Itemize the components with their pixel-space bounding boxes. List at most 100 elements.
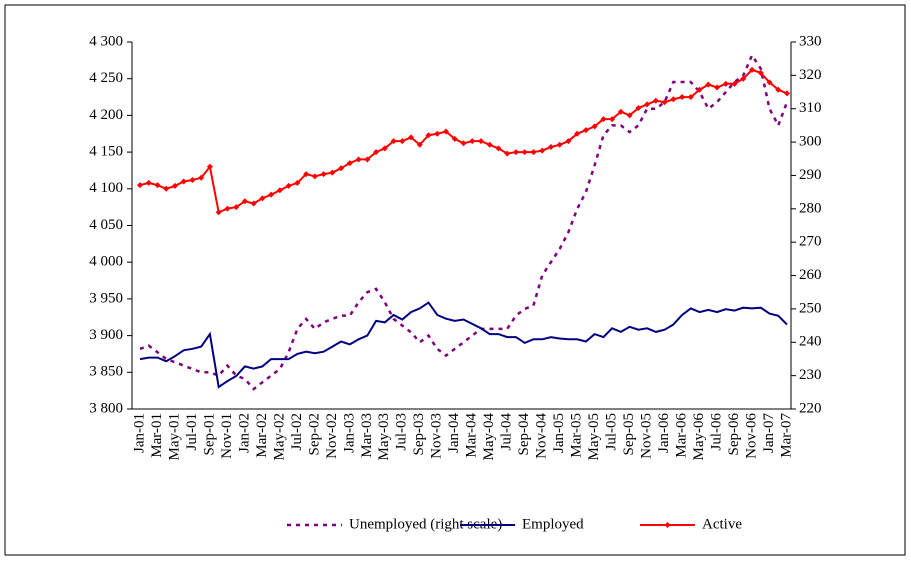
x-tick-label: Jan-03 [341, 413, 357, 453]
x-tick-label: Mar-02 [254, 413, 270, 458]
point-marker [233, 204, 240, 211]
point-marker [381, 145, 388, 152]
point-marker [521, 149, 528, 156]
point-marker [477, 138, 484, 145]
x-tick-label: Nov-05 [639, 413, 655, 459]
x-tick-label: May-06 [691, 413, 707, 461]
legend-label: Unemployed (right scale) [349, 516, 502, 532]
point-marker [276, 187, 283, 194]
x-tick-label: Sep-01 [201, 413, 217, 456]
x-tick-label: May-01 [166, 413, 182, 461]
x-tick-label: Sep-06 [726, 413, 742, 456]
point-marker [722, 80, 729, 87]
y-tick-label: 4 050 [89, 217, 123, 233]
y-tick-label: 4 100 [89, 180, 123, 196]
x-tick-label: Mar-05 [569, 413, 585, 458]
y2-tick-label: 290 [799, 167, 822, 183]
point-marker [609, 116, 616, 123]
x-tick-label: Sep-02 [306, 413, 322, 456]
x-tick-label: Jan-04 [446, 413, 462, 453]
x-tick-label: Nov-02 [324, 413, 340, 459]
series-line [139, 52, 789, 391]
point-marker [469, 138, 476, 145]
y2-tick-label: 280 [799, 200, 822, 216]
chart-frame [4, 4, 906, 556]
point-marker [495, 145, 502, 152]
x-tick-label: May-04 [481, 413, 497, 461]
point-marker [163, 185, 170, 192]
point-marker [539, 147, 546, 154]
point-marker [338, 165, 345, 172]
x-tick-label: Mar-04 [464, 413, 480, 458]
y2-tick-label: 320 [799, 67, 822, 83]
point-marker [696, 86, 703, 93]
legend-label: Active [702, 516, 742, 532]
point-marker [626, 112, 633, 119]
x-tick-label: Jan-07 [761, 413, 777, 453]
x-tick-label: Jan-02 [236, 413, 252, 453]
y2-tick-label: 270 [799, 234, 822, 250]
x-tick-label: Jul-01 [184, 413, 200, 451]
y2-tick-label: 310 [799, 100, 822, 116]
point-marker [373, 149, 380, 156]
point-marker [574, 130, 581, 137]
x-tick-label: Nov-04 [534, 413, 550, 459]
x-tick-label: Jul-03 [394, 413, 410, 451]
x-tick-label: Nov-01 [219, 413, 235, 459]
point-marker [137, 182, 143, 189]
point-marker [443, 128, 450, 135]
x-tick-label: Mar-01 [149, 413, 165, 458]
point-marker [705, 81, 712, 88]
point-marker [416, 141, 423, 148]
point-marker [311, 173, 318, 180]
x-tick-label: Jan-06 [656, 413, 672, 453]
point-marker [434, 130, 441, 137]
point-marker [451, 135, 458, 142]
point-marker [294, 179, 301, 186]
x-tick-label: Mar-07 [778, 413, 794, 458]
point-marker [206, 163, 213, 170]
point-marker [530, 149, 537, 156]
point-marker [320, 171, 327, 178]
legend-label: Employed [522, 516, 584, 532]
point-marker [224, 205, 231, 212]
point-marker [303, 171, 310, 178]
y-tick-label: 4 300 [89, 33, 123, 49]
x-tick-label: Nov-03 [429, 413, 445, 459]
x-tick-label: Jul-04 [499, 413, 515, 451]
point-marker [241, 198, 248, 205]
point-marker [329, 169, 336, 176]
point-marker [346, 160, 353, 167]
y-tick-label: 3 800 [89, 400, 123, 416]
y2-tick-label: 300 [799, 134, 822, 150]
point-marker [460, 140, 467, 147]
y-tick-label: 4 000 [89, 254, 123, 270]
x-tick-label: Jul-02 [289, 413, 305, 451]
point-marker [145, 179, 152, 186]
point-marker [547, 143, 554, 150]
x-tick-label: May-05 [586, 413, 602, 461]
point-marker [285, 182, 292, 189]
point-marker [731, 80, 738, 87]
y-tick-label: 3 900 [89, 327, 123, 343]
x-tick-label: Jan-05 [551, 413, 567, 453]
point-marker [775, 86, 782, 93]
point-marker [670, 96, 677, 103]
x-tick-label: Sep-05 [621, 413, 637, 456]
y-tick-label: 4 250 [89, 70, 123, 86]
point-marker [687, 94, 694, 101]
x-tick-label: Jul-06 [708, 413, 724, 451]
point-marker [644, 101, 651, 108]
point-marker [504, 150, 511, 157]
point-marker [355, 156, 362, 163]
point-marker [652, 97, 659, 104]
point-marker [399, 138, 406, 145]
x-tick-label: Nov-06 [743, 413, 759, 459]
point-marker [180, 178, 187, 185]
y-tick-label: 3 850 [89, 364, 123, 380]
y2-tick-label: 220 [799, 400, 822, 416]
x-tick-label: Mar-06 [674, 413, 690, 458]
y-tick-label: 3 950 [89, 290, 123, 306]
point-marker [512, 149, 519, 156]
point-marker [408, 134, 415, 141]
